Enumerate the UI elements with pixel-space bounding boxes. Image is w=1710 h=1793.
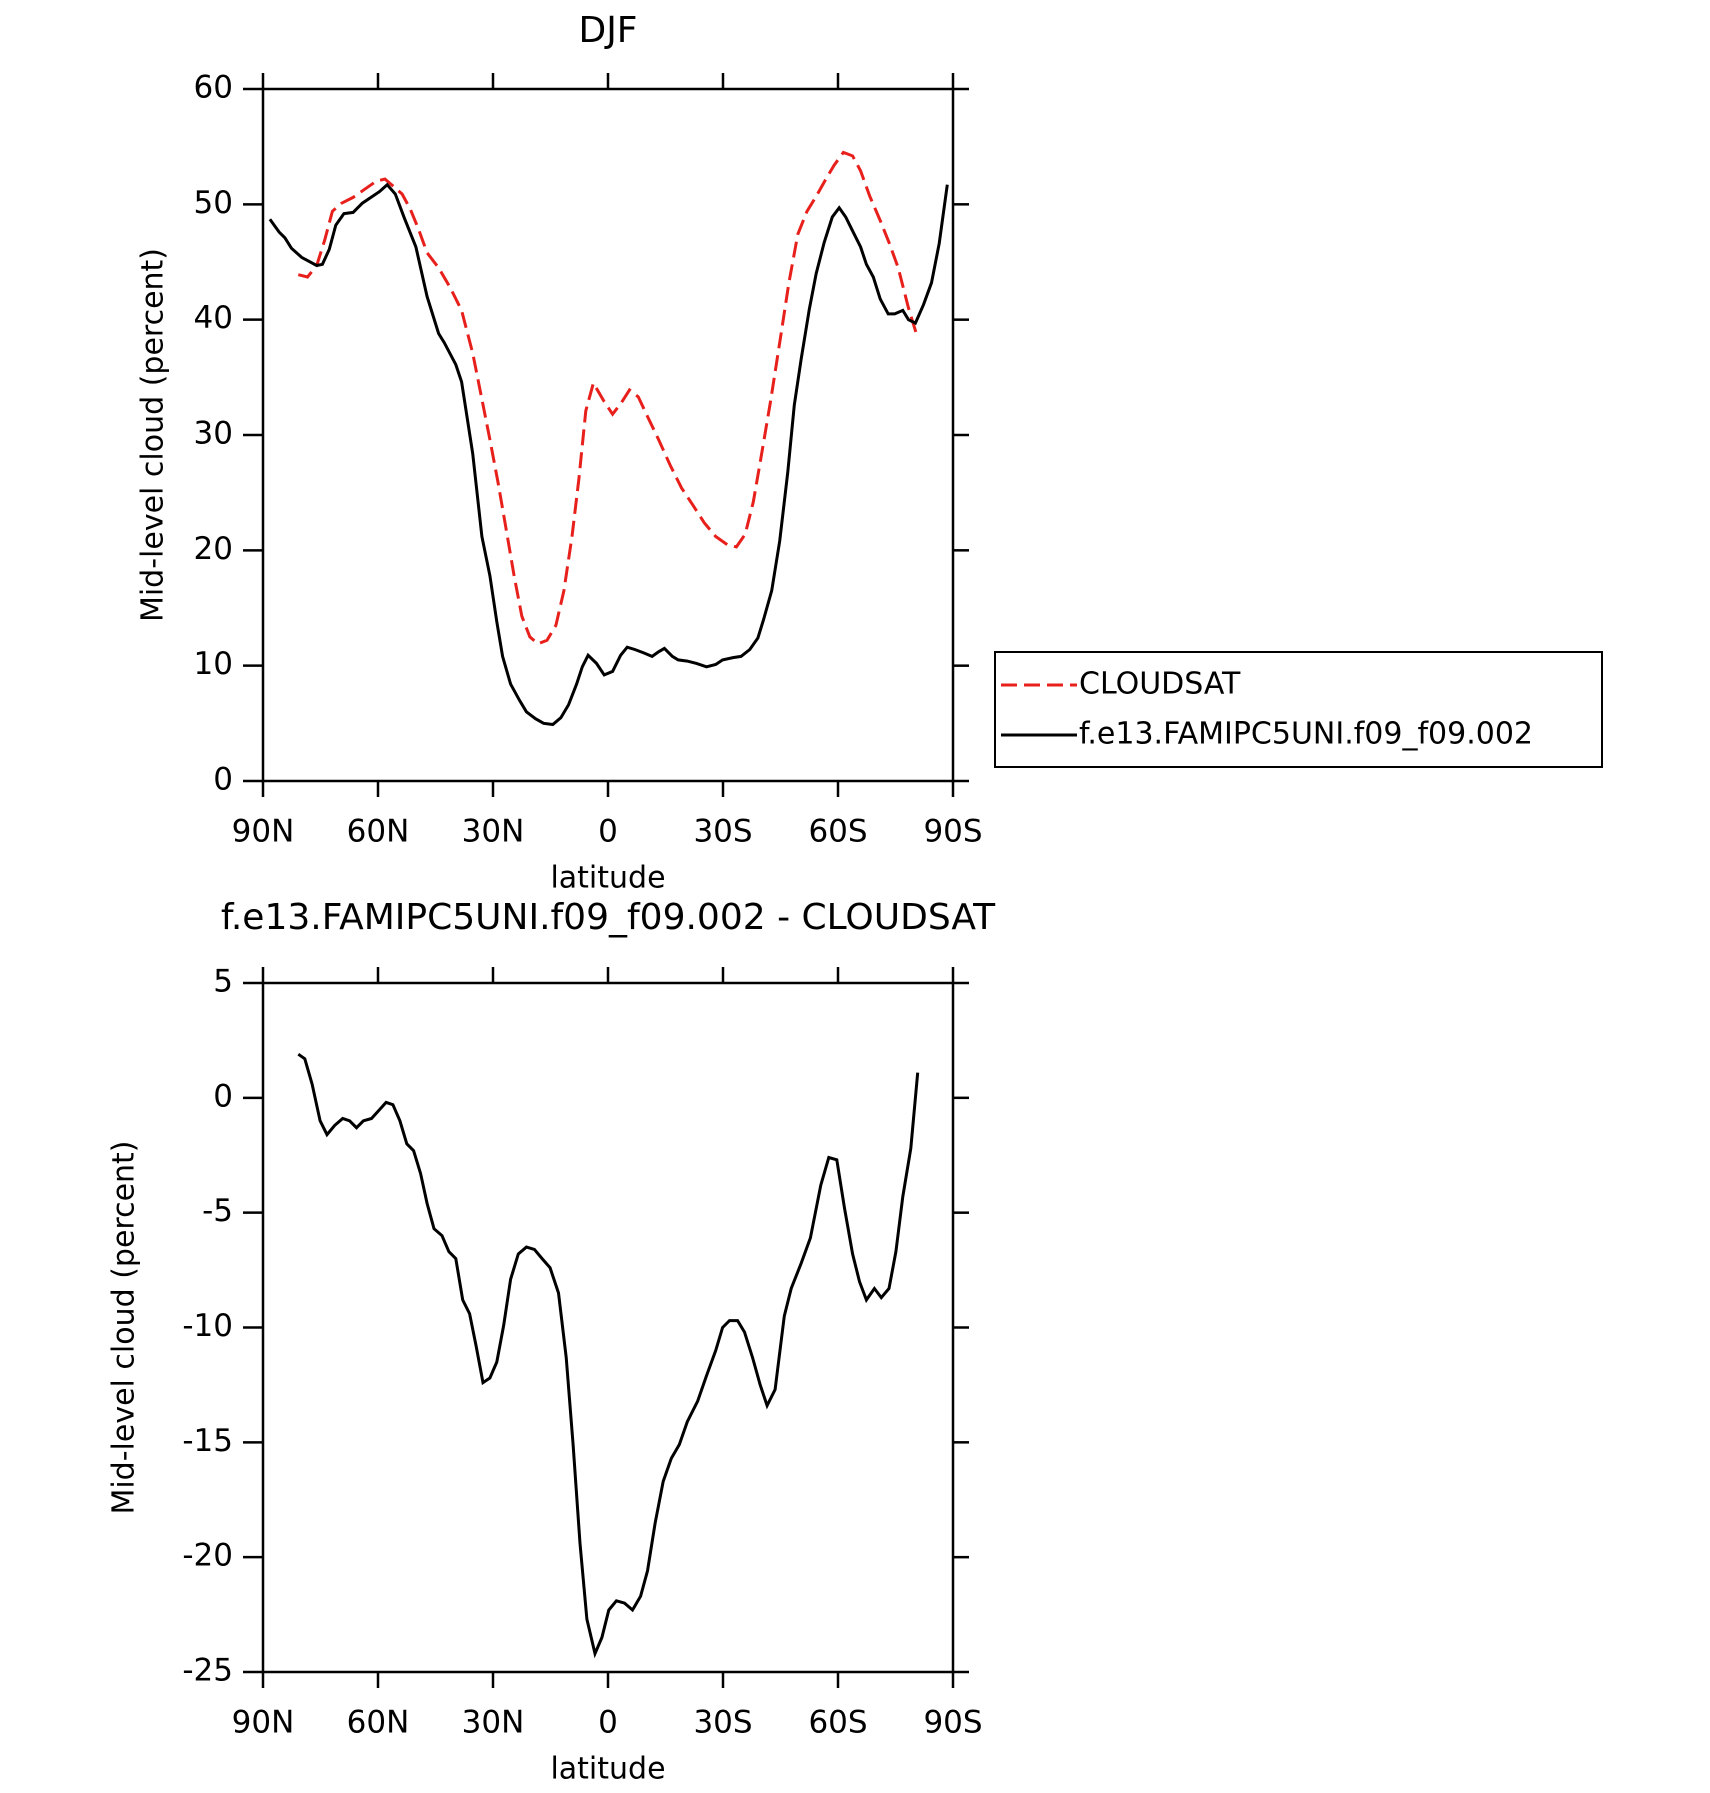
x-tick-label: 0 (598, 1705, 618, 1741)
data-line (297, 150, 920, 646)
data-line (297, 1052, 920, 1659)
legend-label: CLOUDSAT (1079, 667, 1241, 702)
y-tick-label: 20 (194, 531, 233, 567)
y-axis-label: Mid-level cloud (percent) (136, 248, 171, 622)
x-tick-label: 30S (693, 814, 752, 850)
x-axis-label: latitude (550, 861, 665, 896)
x-tick-label: 60N (347, 1705, 410, 1741)
x-tick-label: 90N (232, 814, 295, 850)
x-tick-label: 60S (808, 1705, 867, 1741)
legend-box (994, 651, 1603, 768)
y-tick-label: 40 (194, 300, 233, 336)
plot-frame (261, 87, 955, 783)
y-tick-label: 5 (213, 964, 233, 1000)
y-axis-label: Mid-level cloud (percent) (107, 1140, 142, 1514)
data-line (268, 182, 949, 727)
y-tick-label: -20 (182, 1538, 233, 1574)
plot-frame (261, 981, 955, 1674)
y-tick-label: -10 (182, 1308, 233, 1344)
x-tick-label: 0 (598, 814, 618, 850)
x-tick-label: 60N (347, 814, 410, 850)
x-tick-label: 90S (923, 814, 982, 850)
y-tick-label: 10 (194, 646, 233, 682)
legend-label: f.e13.FAMIPC5UNI.f09_f09.002 (1079, 717, 1533, 752)
y-tick-label: 0 (213, 1078, 233, 1114)
y-tick-label: 0 (213, 762, 233, 798)
y-tick-label: -25 (182, 1653, 233, 1689)
x-tick-label: 30S (693, 1705, 752, 1741)
chart-title: DJF (578, 10, 637, 51)
x-axis-label: latitude (550, 1752, 665, 1787)
y-tick-label: 60 (194, 70, 233, 106)
y-tick-label: 50 (194, 185, 233, 221)
y-tick-label: -15 (182, 1423, 233, 1459)
x-tick-label: 60S (808, 814, 867, 850)
x-tick-label: 90N (232, 1705, 295, 1741)
x-tick-label: 30N (462, 1705, 525, 1741)
chart-title: f.e13.FAMIPC5UNI.f09_f09.002 - CLOUDSAT (221, 897, 996, 938)
y-tick-label: 30 (194, 416, 233, 452)
y-tick-label: -5 (202, 1193, 233, 1229)
x-tick-label: 30N (462, 814, 525, 850)
x-tick-label: 90S (923, 1705, 982, 1741)
